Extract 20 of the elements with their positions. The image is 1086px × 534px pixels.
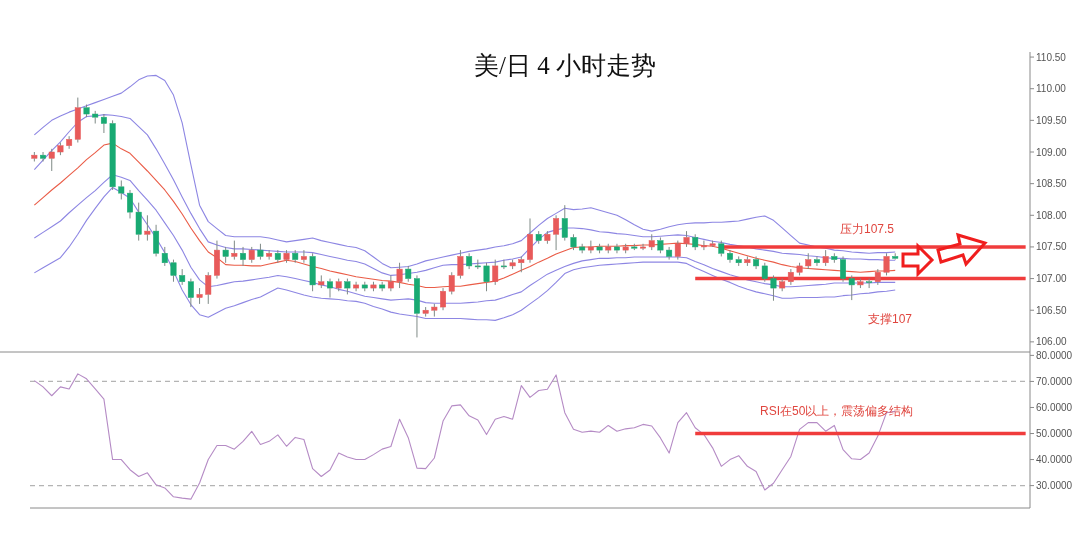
annotation: RSI在50以上，震荡偏多结构 [760, 404, 914, 418]
y-tick-label: 80.0000 [1036, 349, 1073, 361]
y-tick-label: 110.50 [1036, 51, 1067, 63]
y-tick-label: 106.50 [1036, 304, 1068, 316]
y-tick-label: 107.00 [1036, 273, 1068, 285]
chart-title: 美/日 4 小时走势 [474, 52, 656, 79]
annotation: 支撑107 [868, 312, 913, 326]
y-tick-label: 109.50 [1036, 114, 1068, 126]
y-tick-label: 30.0000 [1036, 480, 1073, 492]
y-tick-label: 50.0000 [1036, 428, 1073, 440]
y-tick-label: 107.50 [1036, 241, 1068, 253]
y-tick-label: 108.50 [1036, 178, 1068, 190]
y-tick-label: 108.00 [1036, 209, 1068, 221]
y-tick-label: 106.00 [1036, 336, 1068, 348]
y-tick-label: 70.0000 [1036, 375, 1073, 387]
y-tick-label: 40.0000 [1036, 454, 1073, 466]
y-tick-label: 109.00 [1036, 146, 1068, 158]
y-tick-label: 60.0000 [1036, 401, 1073, 413]
annotation: 压力107.5 [840, 222, 895, 236]
y-tick-label: 110.00 [1036, 83, 1067, 95]
